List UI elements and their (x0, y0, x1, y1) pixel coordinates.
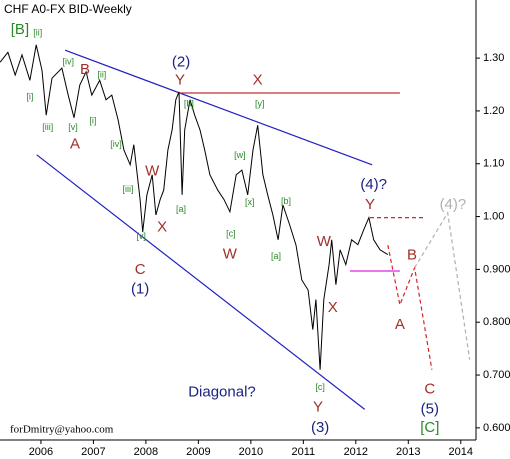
wave-label: [iv] (62, 57, 74, 67)
wave-label: [ii] (33, 28, 42, 38)
y-tick-label: 0.800 (483, 316, 510, 328)
wave-label: Y (175, 71, 185, 88)
wave-label: [w] (234, 150, 246, 160)
wave-label: [y] (255, 98, 265, 108)
wave-label: [ii] (97, 69, 106, 79)
wave-label: [iv] (110, 139, 122, 149)
wave-label: [i] (89, 115, 96, 125)
wave-label: (3) (311, 419, 329, 436)
wave-label: Diagonal? (188, 383, 256, 400)
wave-label: [x] (245, 197, 255, 207)
wave-label: [iii] (123, 184, 134, 194)
x-tick-label: 2014 (449, 446, 473, 458)
wave-label: [v] (68, 122, 78, 132)
wave-label: [b] (281, 196, 291, 206)
wave-label: C (424, 380, 435, 397)
wave-label: A (395, 316, 405, 333)
wave-label: W (223, 246, 238, 263)
wave-label: (4)? (360, 176, 387, 193)
wave-label: Y (365, 196, 375, 213)
x-tick-label: 2013 (396, 446, 420, 458)
x-tick-label: 2007 (81, 446, 105, 458)
x-tick-label: 2008 (134, 446, 158, 458)
wave-label: [a] (271, 251, 281, 261)
wave-label: X (253, 71, 263, 88)
wave-label: B (80, 61, 90, 78)
x-tick-label: 2009 (186, 446, 210, 458)
y-tick-label: 0.600 (483, 422, 510, 434)
wave-label: (5) (421, 400, 439, 417)
trend-line (414, 211, 471, 360)
wave-label: (4)? (440, 196, 467, 213)
wave-label: [B] (11, 21, 29, 38)
wave-label: [C] (420, 419, 439, 436)
wave-label: X (328, 299, 338, 316)
wave-label: [c] (315, 382, 325, 392)
wave-label: B (407, 247, 417, 264)
x-tick-label: 2012 (344, 446, 368, 458)
wave-label: [b] (184, 98, 194, 108)
x-tick-label: 2010 (239, 446, 263, 458)
trend-line (36, 154, 366, 410)
y-tick-label: 0.900 (483, 263, 510, 275)
wave-label: X (157, 219, 167, 236)
y-tick-label: 0.700 (483, 369, 510, 381)
wave-label: Y (313, 399, 323, 416)
wave-label: (1) (131, 280, 149, 297)
trend-line (387, 244, 433, 370)
chart-title: CHF A0-FX BID-Weekly (4, 2, 132, 16)
wave-label: [a] (176, 204, 186, 214)
footer: forDmitry@yahoo.com (10, 424, 114, 436)
y-tick-label: 1.10 (483, 158, 504, 170)
wave-label: W (145, 163, 160, 180)
price-line (0, 44, 389, 370)
wave-label: [c] (226, 228, 236, 238)
wave-label: [i] (26, 92, 33, 102)
wave-label: C (135, 261, 146, 278)
y-tick-label: 1.00 (483, 210, 504, 222)
wave-label: [v] (136, 231, 146, 241)
x-tick-label: 2006 (29, 446, 53, 458)
wave-label: W (317, 233, 332, 250)
trend-line (64, 49, 373, 166)
wave-label: (2) (172, 53, 190, 70)
y-tick-label: 1.30 (483, 52, 504, 64)
y-tick-label: 1.20 (483, 105, 504, 117)
wave-label: [iii] (42, 122, 53, 132)
wave-label: A (70, 136, 80, 153)
x-tick-label: 2011 (292, 446, 316, 458)
